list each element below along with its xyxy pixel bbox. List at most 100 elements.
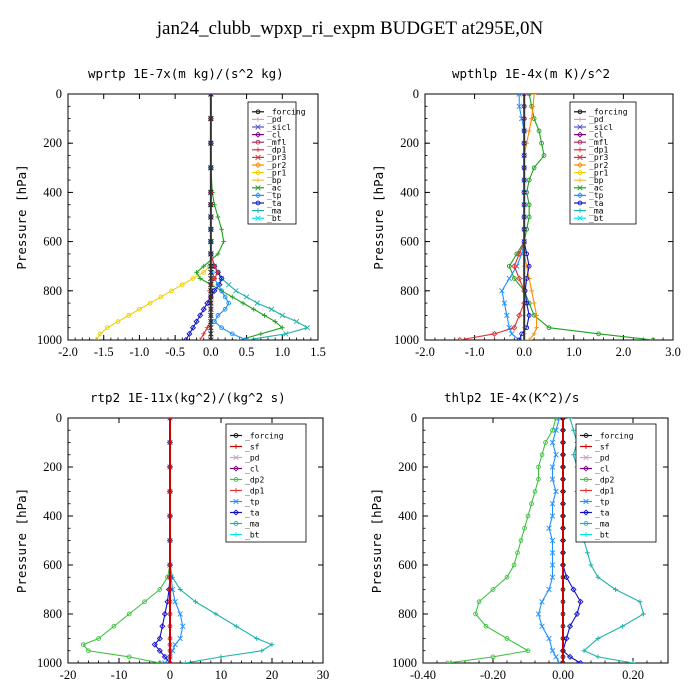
x-tick-label: 1.0 [274, 345, 290, 359]
x-tick-label: -1.5 [94, 345, 114, 359]
x-tick-label: 0.20 [622, 668, 644, 682]
data-point-dp2 [445, 660, 450, 663]
data-point-tp [516, 103, 522, 110]
data-point-tp [504, 312, 510, 319]
data-point-tp [549, 476, 556, 482]
data-point-tp [549, 574, 556, 580]
data-point-ac [526, 202, 532, 208]
series-line-tp [537, 418, 561, 663]
data-point-tp [556, 418, 563, 421]
legend-marker [576, 192, 584, 199]
legend-marker [577, 185, 583, 191]
legend-entry: _pd [245, 453, 260, 462]
legend-marker [233, 521, 239, 526]
data-point-ta [526, 263, 532, 269]
x-tick-label: 0.0 [516, 345, 532, 359]
panel-3: rtp2 1E-11x(kg^2)/(kg^2 s) Pressure [hPa]… [14, 390, 329, 682]
legend-marker [583, 444, 589, 449]
data-point-tp [229, 331, 235, 337]
data-point-dp1 [516, 250, 523, 257]
data-point-ma [567, 418, 573, 421]
data-point-ma [581, 648, 587, 654]
panel-4: thlp2 1E-4x(K^2)/s Pressure [hPa] -0.40 -0.… [369, 390, 669, 682]
data-point-dp2 [529, 501, 534, 507]
data-point-ta [577, 659, 584, 663]
data-point-tp [506, 275, 513, 282]
data-point-ta [189, 324, 197, 331]
x-tick-label: 30 [317, 668, 330, 682]
x-tick-label: -0.40 [410, 668, 436, 682]
series-line-tp [501, 94, 525, 340]
data-point-dp2 [553, 418, 559, 421]
data-point-tp [219, 325, 224, 331]
data-point-ta [570, 586, 577, 593]
data-point-ac [272, 319, 278, 324]
series-group [94, 94, 311, 340]
legend-entry: _bp [589, 176, 604, 185]
data-point-ma [595, 636, 601, 641]
data-point-dp2 [80, 642, 86, 647]
legend-marker [577, 139, 583, 145]
data-point-pr1 [158, 294, 164, 300]
data-point-dp2 [525, 648, 531, 654]
legend-marker [577, 208, 583, 213]
panel-1: wprtp 1E-7x(m kg)/(s^2 kg) Pressure [hPa]… [14, 66, 326, 359]
y-axis-label: Pressure [hPa] [371, 164, 386, 269]
data-point-ac [237, 337, 242, 340]
legend-entry: _dp1 [595, 486, 614, 495]
data-point-pr1 [147, 300, 153, 306]
legend-marker [577, 170, 583, 175]
legend-entry: _sf [245, 442, 260, 451]
y-axis-label: Pressure [hPa] [14, 488, 29, 593]
legend-entry: _ta [589, 199, 604, 208]
data-point-ma [254, 300, 261, 306]
y-axis-label: Pressure [hPa] [369, 488, 384, 593]
legend-marker [577, 200, 583, 206]
data-point-ma [293, 318, 300, 325]
data-point-ma [233, 623, 239, 629]
data-point-dp2 [539, 452, 545, 458]
data-point-ac [262, 313, 267, 318]
data-point-dp2 [525, 513, 531, 519]
legend-entry: _pr1 [589, 168, 608, 177]
data-point-ac [526, 214, 532, 220]
data-point-ma [259, 648, 265, 654]
data-point-tp [549, 562, 556, 568]
legend-marker [255, 117, 261, 122]
data-point-ma [595, 574, 601, 580]
y-tick-label: 400 [43, 185, 62, 199]
y-tick-label: 0 [411, 411, 417, 425]
data-point-dp1 [511, 263, 518, 270]
data-point-tp [215, 313, 221, 318]
data-point-pr2 [529, 116, 535, 121]
y-tick-label: 200 [43, 136, 62, 150]
y-tick-label: 200 [398, 460, 417, 474]
y-tick-label: 400 [400, 185, 419, 199]
legend-marker [233, 477, 239, 482]
series-line-dp2 [447, 418, 557, 663]
legend: _forcing _sf _pd _cl _dp2 _dp1 _tp _ta _ma _bt [225, 423, 307, 543]
x-tick-label: 1.0 [566, 345, 582, 359]
data-point-ac [531, 165, 537, 171]
data-point-tp [177, 611, 183, 617]
legend-entry: _cl [267, 130, 282, 139]
data-point-tp [553, 488, 559, 495]
data-point-ta [218, 275, 225, 282]
panel-title: rtp2 1E-11x(kg^2)/(kg^2 s) [90, 390, 286, 405]
legend-entry: _forcing [245, 431, 284, 440]
data-point-tp [499, 288, 505, 294]
y-tick-label: 400 [43, 509, 62, 523]
data-point-tp [549, 513, 556, 519]
data-point-ta [200, 306, 207, 313]
legend-marker [577, 117, 583, 122]
data-point-dp2 [536, 464, 541, 470]
data-point-tp [177, 635, 183, 642]
data-point-dp1 [511, 324, 518, 331]
y-tick-label: 600 [43, 558, 62, 572]
data-point-ma [304, 324, 311, 331]
data-point-ma [588, 562, 594, 568]
legend-entry: _ma [595, 519, 610, 528]
legend-entry: _tp [595, 497, 610, 506]
data-point-ta [566, 653, 574, 660]
